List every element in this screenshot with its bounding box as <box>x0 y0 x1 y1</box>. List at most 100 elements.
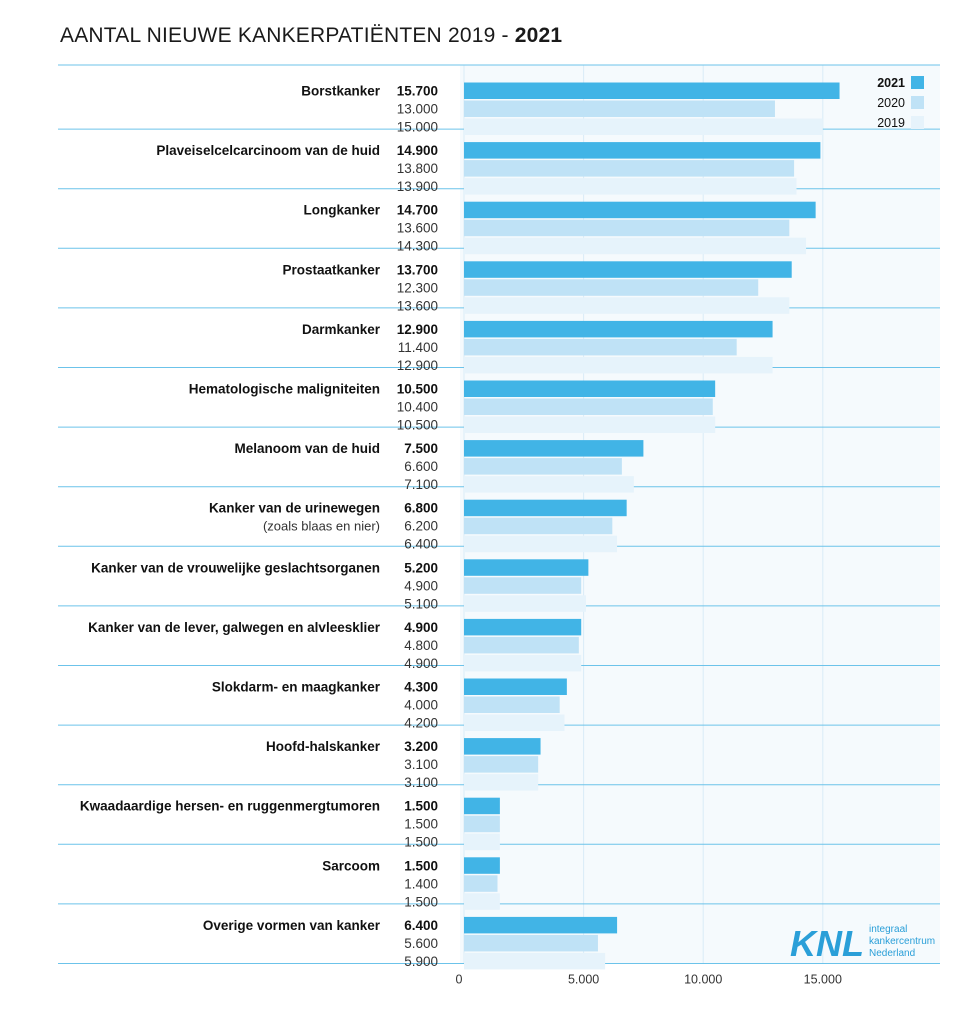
category-label: Prostaatkanker <box>282 262 380 277</box>
value-label-2020: 1.400 <box>404 876 438 891</box>
value-label-2020: 13.000 <box>397 102 438 117</box>
category-label: Hematologische maligniteiten <box>189 382 380 397</box>
legend-swatch-2020 <box>911 96 924 109</box>
category-label: Overige vormen van kanker <box>203 918 381 933</box>
bar-2021 <box>464 261 792 278</box>
legend-label-2019: 2019 <box>877 116 905 130</box>
value-label-2019: 6.400 <box>404 537 438 552</box>
bar-2021 <box>464 201 816 219</box>
value-label-2019: 5.100 <box>404 596 438 611</box>
bar-2020 <box>464 815 500 833</box>
title-main: AANTAL NIEUWE KANKERPATIËNTEN <box>60 24 442 47</box>
value-label-2021: 6.400 <box>404 918 438 933</box>
value-label-2021: 3.200 <box>404 739 438 754</box>
value-label-2020: 12.300 <box>397 280 438 295</box>
logo-line-3: Nederland <box>869 948 915 959</box>
value-label-2019: 7.100 <box>404 477 438 492</box>
x-tick-label: 15.000 <box>804 973 842 987</box>
legend-swatch-2019 <box>911 116 924 129</box>
title-years: 2019 - <box>447 24 509 47</box>
bar-2019 <box>464 833 500 851</box>
category-label: Slokdarm- en maagkanker <box>212 680 381 695</box>
bar-2019 <box>464 654 582 672</box>
logo-mark: KNL <box>790 923 864 962</box>
value-label-2021: 12.900 <box>397 322 438 337</box>
value-label-2021: 7.500 <box>404 441 438 456</box>
x-tick-label: 10.000 <box>684 973 722 987</box>
value-label-2020: 4.900 <box>404 578 438 593</box>
category-label: Darmkanker <box>302 322 381 337</box>
value-label-2019: 12.900 <box>397 358 438 373</box>
value-label-2019: 1.500 <box>404 894 438 909</box>
chart-title: AANTAL NIEUWE KANKERPATIËNTEN 2019 - 202… <box>60 24 562 48</box>
bar-2020 <box>464 636 579 654</box>
title-bold-year: 2021 <box>514 24 563 47</box>
x-tick-label: 0 <box>456 973 463 987</box>
bar-2020 <box>464 696 560 713</box>
category-label: Sarcoom <box>322 858 380 873</box>
category-label: Kwaadaardige hersen- en ruggenmergtumore… <box>80 799 380 814</box>
bar-2020 <box>464 875 498 892</box>
category-label: Kanker van de urinewegen <box>209 501 380 516</box>
bar-2021 <box>464 82 840 99</box>
value-label-2021: 4.900 <box>404 620 438 635</box>
value-label-2019: 13.600 <box>397 298 438 313</box>
bar-2020 <box>464 517 613 535</box>
value-label-2019: 5.900 <box>404 954 438 969</box>
bar-2021 <box>464 678 567 695</box>
category-label: Hoofd-halskanker <box>266 739 381 754</box>
category-label: Borstkanker <box>301 84 381 99</box>
bar-2019 <box>464 952 606 970</box>
value-label-2020: 4.800 <box>404 638 438 653</box>
bar-2020 <box>464 160 795 177</box>
value-label-2021: 4.300 <box>404 680 438 695</box>
category-sublabel: (zoals blaas en nier) <box>263 519 380 534</box>
bar-2021 <box>464 797 500 815</box>
value-label-2020: 6.200 <box>404 519 438 534</box>
bar-2019 <box>464 118 823 135</box>
bar-2020 <box>464 100 775 117</box>
value-label-2020: 4.000 <box>404 698 438 713</box>
value-label-2019: 1.500 <box>404 835 438 850</box>
bar-2021 <box>464 618 582 636</box>
bar-2021 <box>464 857 500 874</box>
bar-2021 <box>464 499 627 517</box>
bar-2019 <box>464 237 807 255</box>
value-label-2020: 11.400 <box>398 340 438 355</box>
bar-2020 <box>464 934 598 952</box>
value-label-2020: 1.500 <box>404 817 438 832</box>
value-label-2021: 10.500 <box>397 382 438 397</box>
logo-line-1: integraal <box>869 924 907 935</box>
bar-2020 <box>464 338 737 356</box>
category-label: Kanker van de lever, galwegen en alvlees… <box>88 620 381 635</box>
category-label: Melanoom van de huid <box>234 441 380 456</box>
value-label-2021: 1.500 <box>404 858 438 873</box>
bar-2021 <box>464 559 589 576</box>
value-label-2019: 15.000 <box>397 120 438 135</box>
value-label-2019: 4.200 <box>404 716 438 731</box>
bar-2020 <box>464 219 790 237</box>
value-label-2021: 14.900 <box>397 143 438 158</box>
value-label-2020: 13.800 <box>397 161 438 176</box>
value-label-2021: 13.700 <box>397 262 438 277</box>
bar-2021 <box>464 916 618 934</box>
bar-2019 <box>464 714 565 731</box>
bar-2019 <box>464 416 716 433</box>
category-label: Longkanker <box>303 203 380 218</box>
legend-label-2020: 2020 <box>877 96 905 110</box>
bar-2021 <box>464 320 773 338</box>
bar-2019 <box>464 297 790 314</box>
bar-2020 <box>464 279 759 296</box>
bar-2019 <box>464 476 634 493</box>
value-label-2021: 1.500 <box>404 799 438 814</box>
bar-2021 <box>464 440 644 457</box>
bar-2019 <box>464 893 500 910</box>
bar-2019 <box>464 178 797 195</box>
value-label-2021: 15.700 <box>397 84 438 99</box>
value-label-2020: 6.600 <box>404 459 438 474</box>
bar-2021 <box>464 142 821 159</box>
bar-2019 <box>464 356 773 374</box>
bar-2021 <box>464 738 541 755</box>
value-label-2019: 3.100 <box>404 775 438 790</box>
